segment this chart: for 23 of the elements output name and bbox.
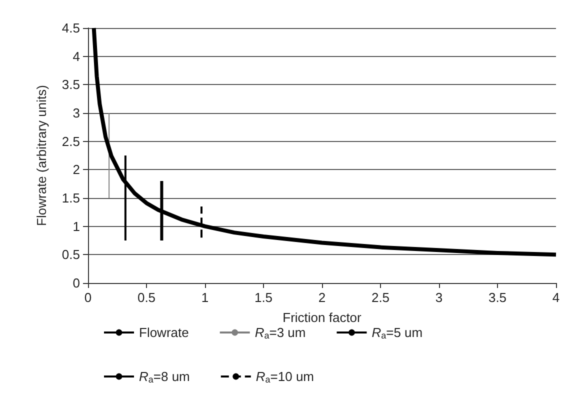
x-tick-label: 2 — [318, 290, 326, 305]
x-tick-label: 3.5 — [488, 290, 507, 305]
x-tick-label: 1.5 — [254, 290, 273, 305]
y-tick-label: 1 — [72, 218, 80, 234]
x-axis-title: Friction factor — [282, 310, 362, 325]
y-tick-label: 2 — [72, 162, 80, 178]
x-tick-label: 3 — [435, 290, 443, 305]
x-tick-label: 0 — [84, 290, 92, 305]
y-tick-label: 0.5 — [62, 247, 80, 262]
y-tick-label: 0 — [72, 276, 80, 290]
line-series — [92, 26, 558, 257]
y-tick-label: 3.5 — [62, 77, 80, 92]
y-tick-label: 1.5 — [62, 190, 80, 206]
y-tick-label: 3 — [72, 106, 80, 120]
x-tick-label: 2.5 — [371, 290, 390, 305]
x-tick-label: 0.5 — [137, 290, 156, 305]
y-tick-label: 4 — [72, 48, 80, 64]
x-tick-label: 4 — [552, 290, 560, 305]
y-axis-title: Flowrate (arbitrary units) — [34, 85, 49, 226]
y-tick-label: 2.5 — [62, 134, 80, 149]
y-tick-label: 4.5 — [62, 20, 80, 36]
x-tick-label: 1 — [201, 290, 209, 305]
legend-label: Flowrate — [139, 325, 189, 340]
